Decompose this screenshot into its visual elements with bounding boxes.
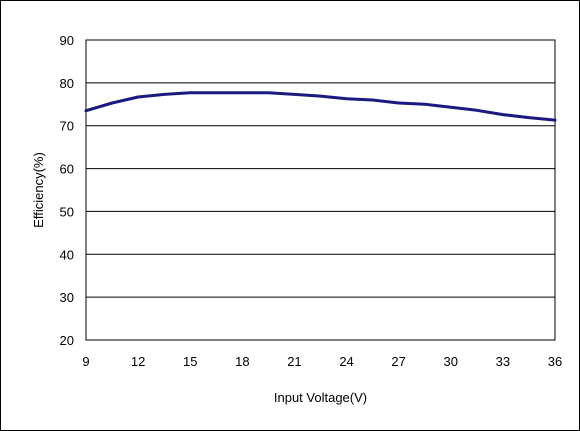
y-axis-title: Efficiency(%) [31,152,46,228]
y-tick-label: 30 [60,290,74,305]
series-layer [84,91,557,122]
x-tick-label: 21 [287,354,301,369]
y-tick-label: 50 [60,204,74,219]
x-tick-label: 30 [444,354,458,369]
x-tick-label: 36 [548,354,562,369]
x-tick-label: 9 [82,354,89,369]
gridlines [86,39,555,341]
y-tick-label: 80 [60,76,74,91]
y-tick-label: 70 [60,119,74,134]
x-tick-label: 15 [183,354,197,369]
plot-area [85,39,556,341]
x-tick-labels: 9 12 15 18 21 24 27 30 33 36 [82,354,562,369]
x-tick-label: 24 [339,354,353,369]
x-tick-label: 18 [235,354,249,369]
y-tick-label: 40 [60,247,74,262]
series-line-efficiency [84,91,557,122]
x-tick-label: 12 [131,354,145,369]
x-tick-label: 27 [391,354,405,369]
x-tick-label: 33 [496,354,510,369]
y-tick-label: 20 [60,333,74,348]
y-tick-label: 90 [60,33,74,48]
x-axis-title: Input Voltage(V) [274,390,367,405]
y-tick-labels: 20 30 40 50 60 70 80 90 [60,33,74,348]
y-tick-label: 60 [60,162,74,177]
